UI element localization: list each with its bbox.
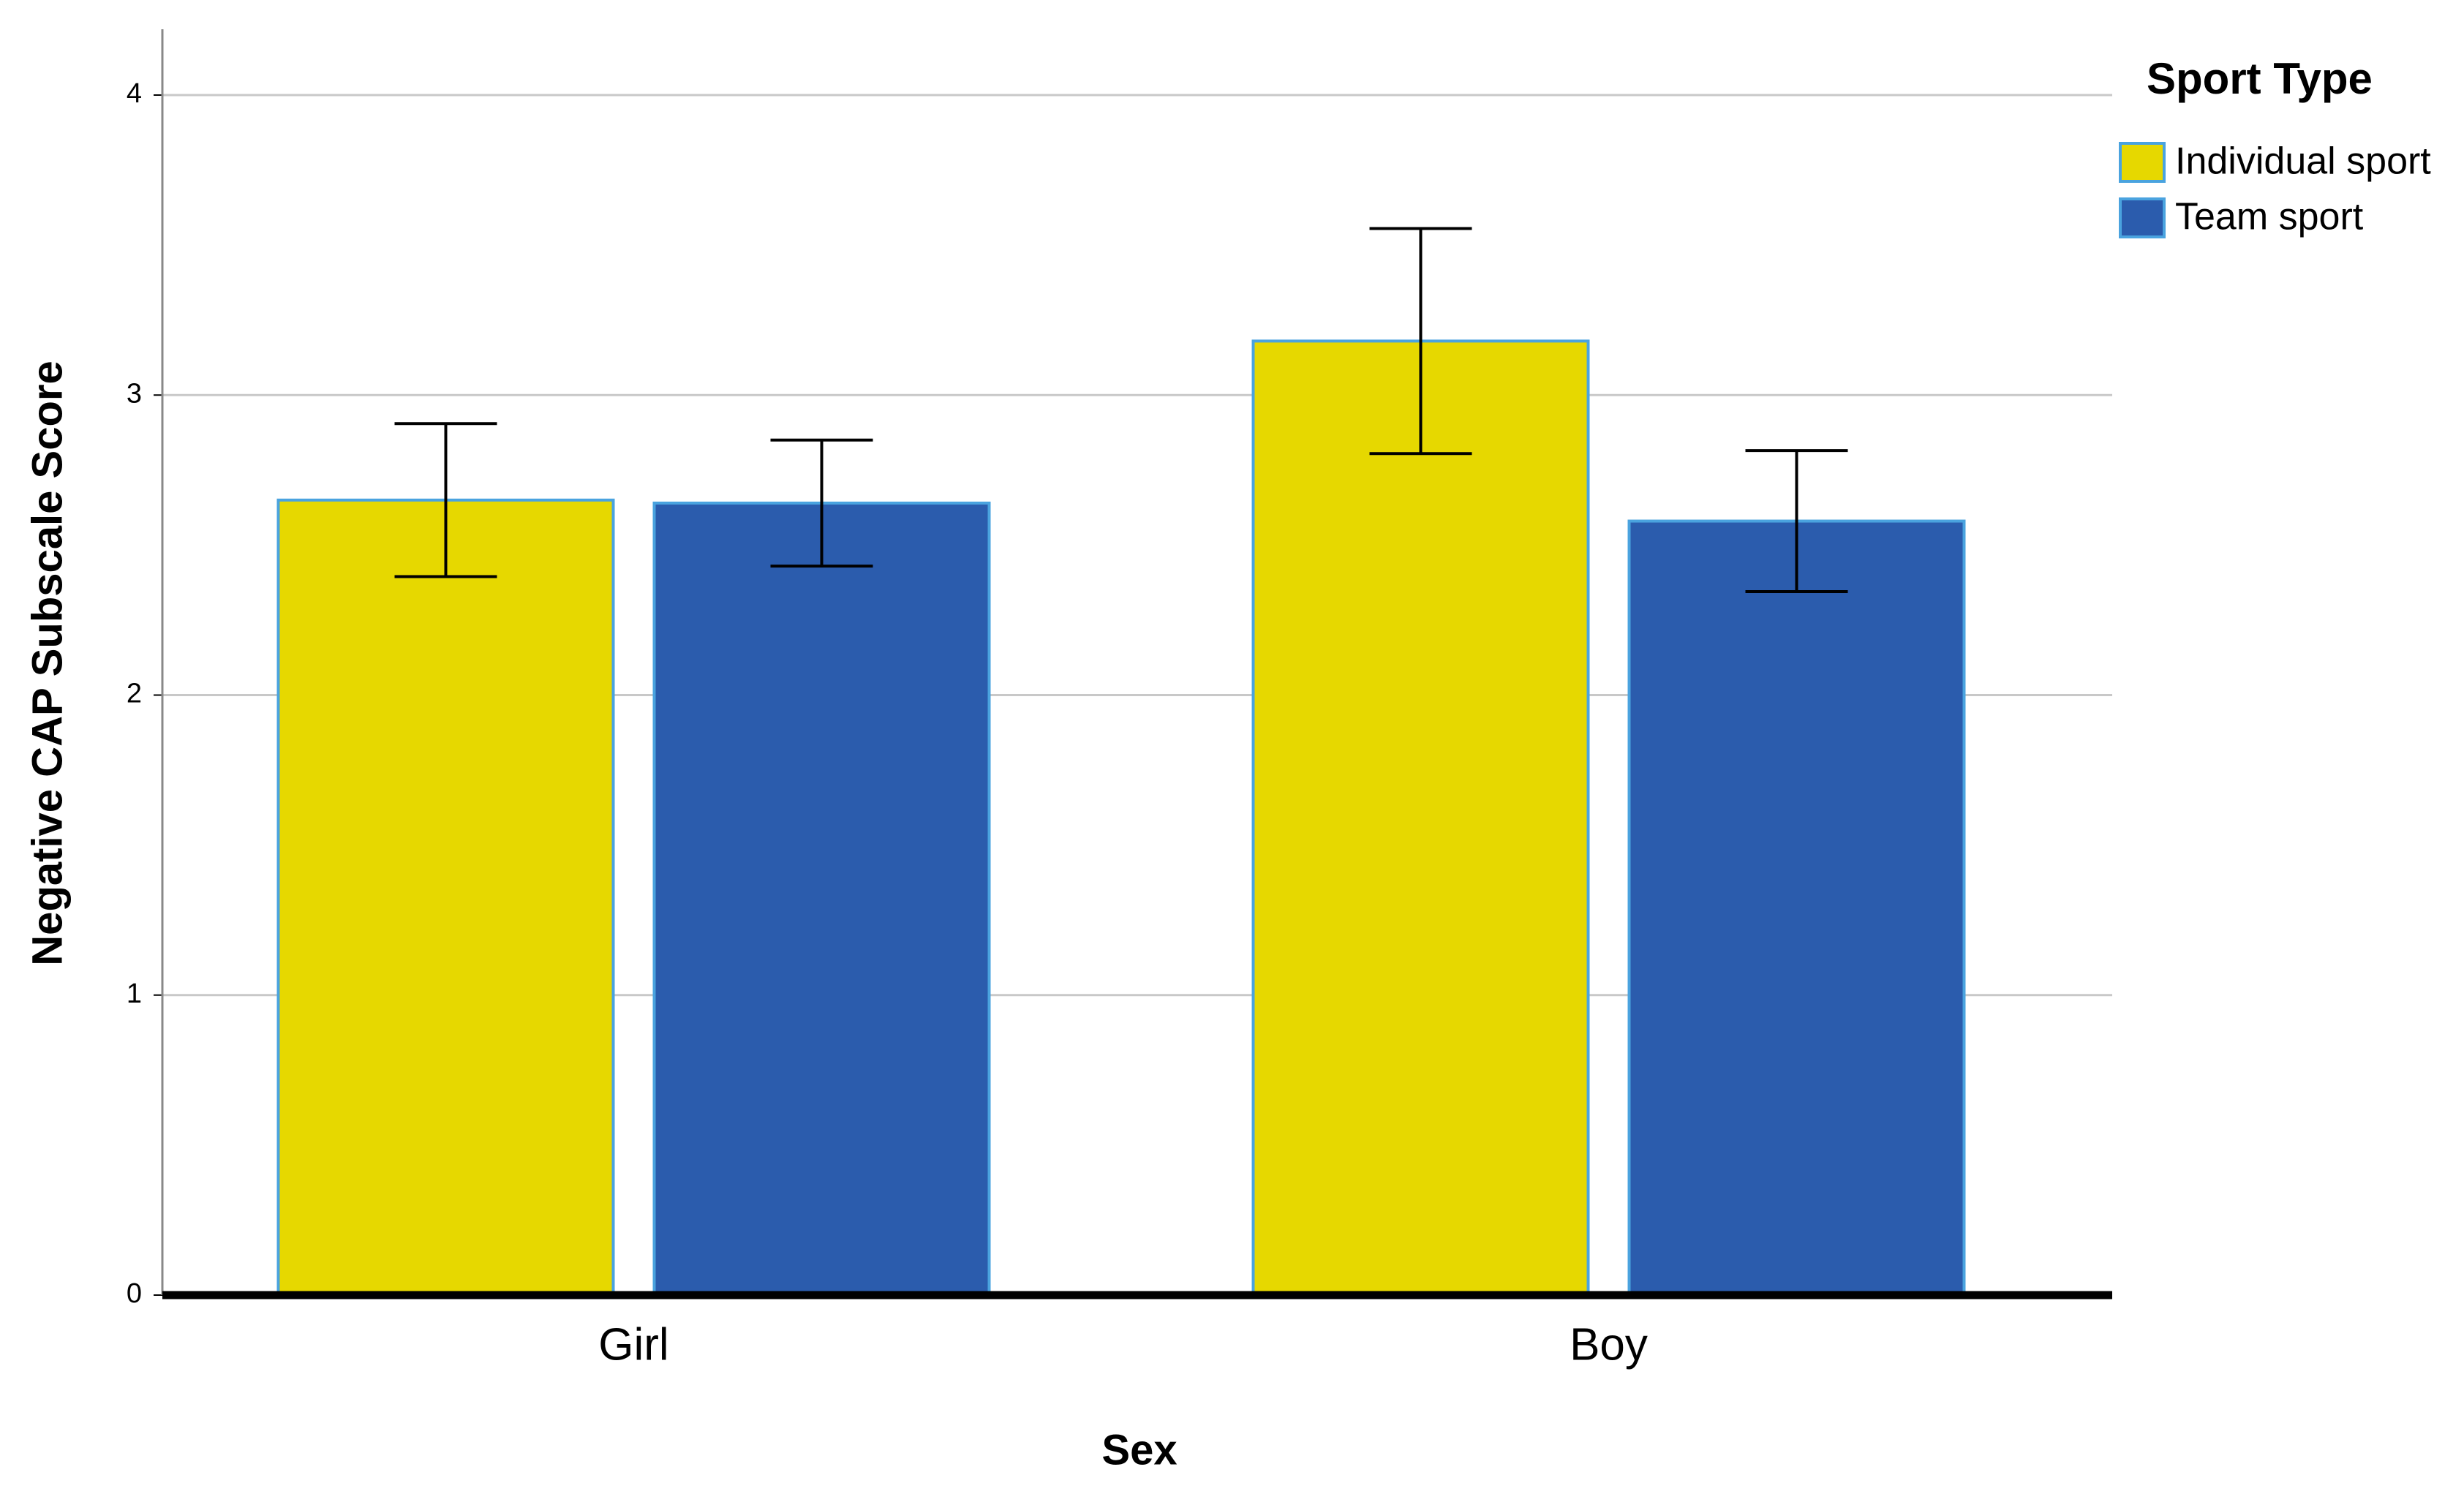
bar: [1251, 339, 1590, 1297]
x-tick-label: Boy: [1570, 1319, 1648, 1370]
legend-label: Individual sport: [2175, 140, 2431, 183]
bar: [652, 501, 991, 1297]
y-tick-label: 2: [127, 679, 142, 709]
y-tick-label: 4: [127, 78, 142, 109]
y-tick-label: 1: [127, 978, 142, 1009]
bar: [1627, 519, 1966, 1297]
y-tick-label: 3: [127, 378, 142, 409]
legend-label: Team sport: [2175, 196, 2364, 238]
x-tick-label: Girl: [598, 1319, 668, 1370]
y-tick-label: 0: [127, 1278, 142, 1309]
legend-swatch: [2119, 142, 2166, 183]
x-axis-title: Sex: [1101, 1426, 1177, 1474]
legend-title: Sport Type: [2147, 54, 2373, 103]
y-axis-title: Negative CAP Subscale Score: [23, 361, 71, 965]
bar: [276, 498, 615, 1297]
legend-swatch: [2119, 197, 2166, 238]
